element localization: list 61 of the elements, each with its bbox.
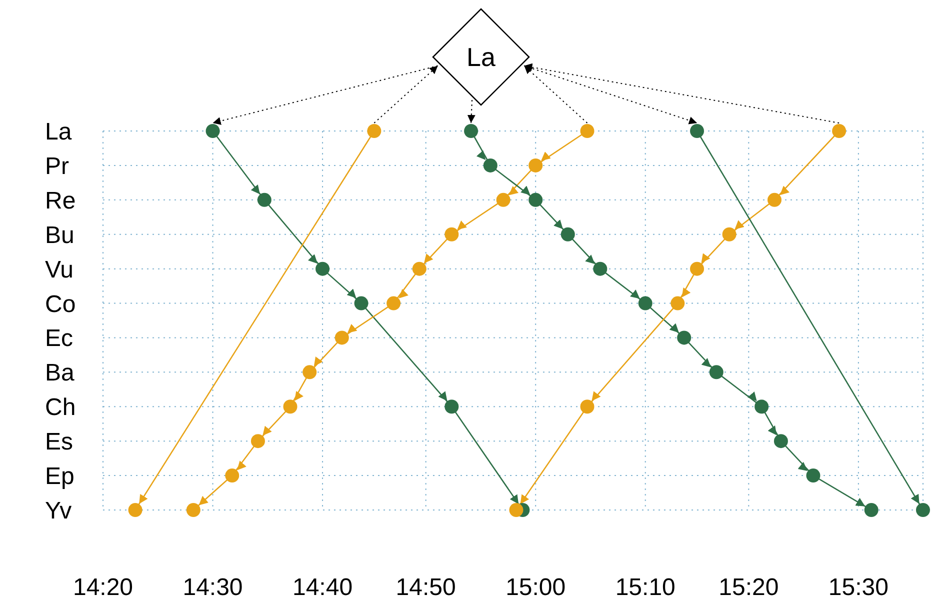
y-tick-label: Ep bbox=[45, 463, 74, 490]
point bbox=[283, 400, 298, 414]
diamond-node: La bbox=[432, 8, 530, 106]
x-tick-label: 15:00 bbox=[506, 574, 566, 602]
point bbox=[483, 158, 498, 172]
x-tick-label: 15:30 bbox=[828, 574, 888, 602]
point bbox=[316, 262, 330, 276]
point bbox=[767, 192, 782, 207]
y-tick-label: Bu bbox=[45, 222, 74, 249]
y-tick-label: Ec bbox=[45, 325, 74, 352]
point bbox=[334, 330, 349, 345]
point bbox=[806, 468, 820, 483]
point bbox=[257, 192, 272, 207]
point bbox=[832, 124, 846, 138]
x-tick-label: 14:20 bbox=[72, 574, 134, 602]
point bbox=[412, 262, 426, 276]
y-tick-label: Es bbox=[45, 428, 74, 456]
x-tick-label: 14:50 bbox=[396, 574, 456, 602]
point bbox=[509, 503, 524, 517]
point bbox=[690, 124, 704, 138]
point bbox=[638, 296, 652, 310]
point bbox=[128, 503, 142, 517]
x-tick-label: 15:20 bbox=[718, 574, 779, 602]
y-tick-label: Re bbox=[45, 187, 76, 214]
point bbox=[864, 503, 878, 517]
point bbox=[444, 400, 459, 414]
point bbox=[444, 227, 459, 242]
y-tick-label: Co bbox=[45, 290, 76, 318]
y-tick-label: Ch bbox=[45, 394, 76, 422]
point bbox=[354, 296, 368, 310]
point bbox=[206, 124, 220, 138]
point bbox=[677, 330, 692, 345]
point bbox=[250, 434, 265, 448]
x-tick-label: 14:40 bbox=[292, 574, 353, 602]
x-tick-label: 15:10 bbox=[615, 574, 676, 602]
point bbox=[386, 296, 401, 310]
point bbox=[593, 262, 608, 276]
point bbox=[528, 192, 543, 207]
point bbox=[464, 124, 478, 138]
y-tick-label: Ba bbox=[45, 360, 76, 387]
point bbox=[580, 124, 594, 138]
point bbox=[367, 124, 382, 138]
point bbox=[560, 227, 575, 242]
point bbox=[225, 468, 240, 483]
x-tick-label: 14:30 bbox=[182, 574, 243, 602]
point bbox=[186, 503, 200, 517]
point bbox=[580, 400, 594, 414]
point bbox=[302, 365, 317, 380]
y-tick-label: Pr bbox=[45, 152, 70, 180]
y-tick-label: La bbox=[45, 118, 72, 146]
y-tick-label: Yv bbox=[45, 498, 72, 525]
y-tick-label: Vu bbox=[45, 256, 74, 284]
point bbox=[690, 262, 704, 276]
point bbox=[774, 434, 788, 448]
point bbox=[670, 296, 685, 310]
point bbox=[722, 227, 736, 242]
point bbox=[916, 503, 930, 517]
point bbox=[496, 192, 510, 207]
point bbox=[754, 400, 769, 414]
point bbox=[709, 365, 724, 380]
point bbox=[528, 158, 543, 172]
